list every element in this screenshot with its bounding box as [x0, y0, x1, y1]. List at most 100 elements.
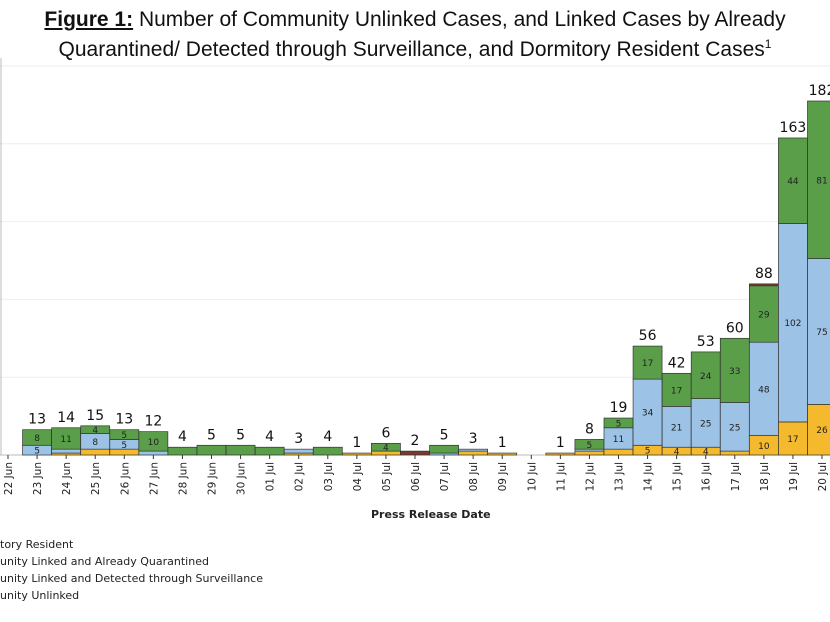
bar-segment: [51, 448, 81, 454]
total-label: 163: [780, 120, 807, 136]
bar-segment: [429, 444, 459, 454]
legend-item-dormitory: tory Resident: [0, 538, 74, 551]
bar-segment: [632, 345, 663, 380]
total-label: 13: [115, 412, 133, 428]
x-tick-label: 28 Jun: [177, 462, 189, 495]
x-tick-label: 05 Jul: [381, 462, 393, 491]
chart-title: Figure 1: Number of Community Unlinked C…: [0, 8, 830, 62]
segment-label: 4: [703, 448, 709, 458]
x-tick-label: 27 Jun: [148, 462, 160, 495]
total-label: 19: [610, 400, 628, 416]
bar-segment: [749, 341, 779, 436]
segment-label: 17: [642, 359, 653, 369]
segment-label: 25: [700, 419, 711, 429]
segment-label: 5: [645, 447, 651, 457]
bar-segment: [458, 448, 488, 452]
bar-segment: [719, 337, 750, 403]
bar-segment: [778, 137, 808, 224]
segment-label: 5: [34, 447, 40, 457]
bar-segment: [138, 431, 169, 452]
bar-segment: [749, 283, 779, 287]
total-label: 42: [668, 355, 686, 371]
x-tick-label: 08 Jul: [468, 462, 480, 491]
legend-item-quarantined: unity Linked and Already Quarantined: [0, 555, 209, 568]
x-tick-label: 30 Jun: [236, 462, 248, 495]
total-label: 4: [265, 429, 274, 445]
bar-segment: [312, 446, 343, 456]
segment-label: 10: [758, 442, 770, 452]
x-tick-label: 17 Jul: [730, 462, 742, 491]
bar-segment: [574, 450, 605, 456]
total-label: 88: [755, 266, 773, 282]
segment-label: 33: [729, 367, 740, 377]
total-label: 1: [498, 435, 507, 451]
total-label: 5: [236, 427, 245, 443]
segment-label: 24: [700, 372, 712, 382]
total-label: 53: [697, 334, 715, 350]
bar-segment: [167, 446, 198, 456]
segment-label: 4: [674, 448, 680, 458]
x-axis-label: Press Release Date: [371, 508, 491, 521]
x-tick-label: 25 Jun: [90, 462, 102, 495]
total-label: 15: [86, 408, 104, 424]
segment-label: 75: [816, 328, 827, 338]
x-tick-label: 11 Jul: [555, 462, 567, 491]
segment-label: 8: [92, 438, 98, 448]
total-label: 1: [556, 435, 565, 451]
bar-segment: [719, 450, 750, 456]
legend-item-unlinked: unity Unlinked: [0, 589, 80, 602]
x-tick-label: 22 Jun: [3, 462, 15, 495]
bar-segment: [196, 444, 227, 456]
title-footnote: 1: [764, 37, 772, 51]
segment-label: 4: [383, 444, 389, 454]
segment-label: 5: [587, 441, 593, 451]
bar-segment: [138, 450, 169, 456]
x-tick-label: 04 Jul: [352, 462, 364, 491]
bar-segment: [342, 452, 372, 456]
x-tick-label: 03 Jul: [323, 462, 335, 491]
x-tick-label: 09 Jul: [497, 462, 509, 491]
total-label: 56: [639, 328, 657, 344]
bar-segment: [225, 444, 256, 456]
total-label: 3: [294, 431, 303, 447]
figure-label: Figure 1:: [44, 8, 134, 31]
bar-segment: [283, 448, 314, 454]
bar-segment: [371, 442, 401, 452]
total-label: 5: [207, 427, 216, 443]
x-tick-label: 15 Jul: [672, 462, 684, 491]
total-label: 12: [144, 414, 162, 430]
x-tick-label: 07 Jul: [439, 462, 451, 491]
segment-label: 48: [758, 385, 770, 395]
x-tick-label: 01 Jul: [265, 462, 277, 491]
x-tick-label: 19 Jul: [788, 462, 800, 491]
x-tick-label: 02 Jul: [294, 462, 306, 491]
total-label: 60: [726, 320, 744, 336]
title-text: Number of Community Unlinked Cases, and …: [58, 8, 786, 61]
total-label: 5: [440, 427, 449, 443]
segment-label: 44: [787, 177, 799, 187]
segment-label: 11: [613, 435, 624, 445]
total-label: 8: [585, 421, 594, 437]
segment-label: 102: [784, 319, 801, 329]
bar-segment: [749, 285, 779, 343]
segment-label: 29: [758, 310, 770, 320]
total-label: 2: [411, 433, 420, 449]
x-tick-label: 12 Jul: [584, 462, 596, 491]
segment-label: 5: [121, 431, 127, 441]
x-tick-label: 14 Jul: [643, 462, 655, 491]
x-tick-label: 29 Jun: [207, 462, 219, 495]
total-label: 1: [352, 435, 361, 451]
bar-segment: [807, 100, 830, 259]
segment-label: 81: [816, 176, 827, 186]
total-label: 3: [469, 431, 478, 447]
segment-label: 11: [60, 435, 71, 445]
x-tick-label: 20 Jul: [817, 462, 829, 491]
segment-label: 34: [642, 409, 654, 419]
bar-segment: [545, 452, 576, 456]
segment-label: 25: [729, 423, 740, 433]
total-label: 13: [28, 412, 46, 428]
total-label: 182: [809, 83, 830, 99]
x-tick-label: 18 Jul: [759, 462, 771, 491]
bar-segment: [400, 450, 430, 456]
